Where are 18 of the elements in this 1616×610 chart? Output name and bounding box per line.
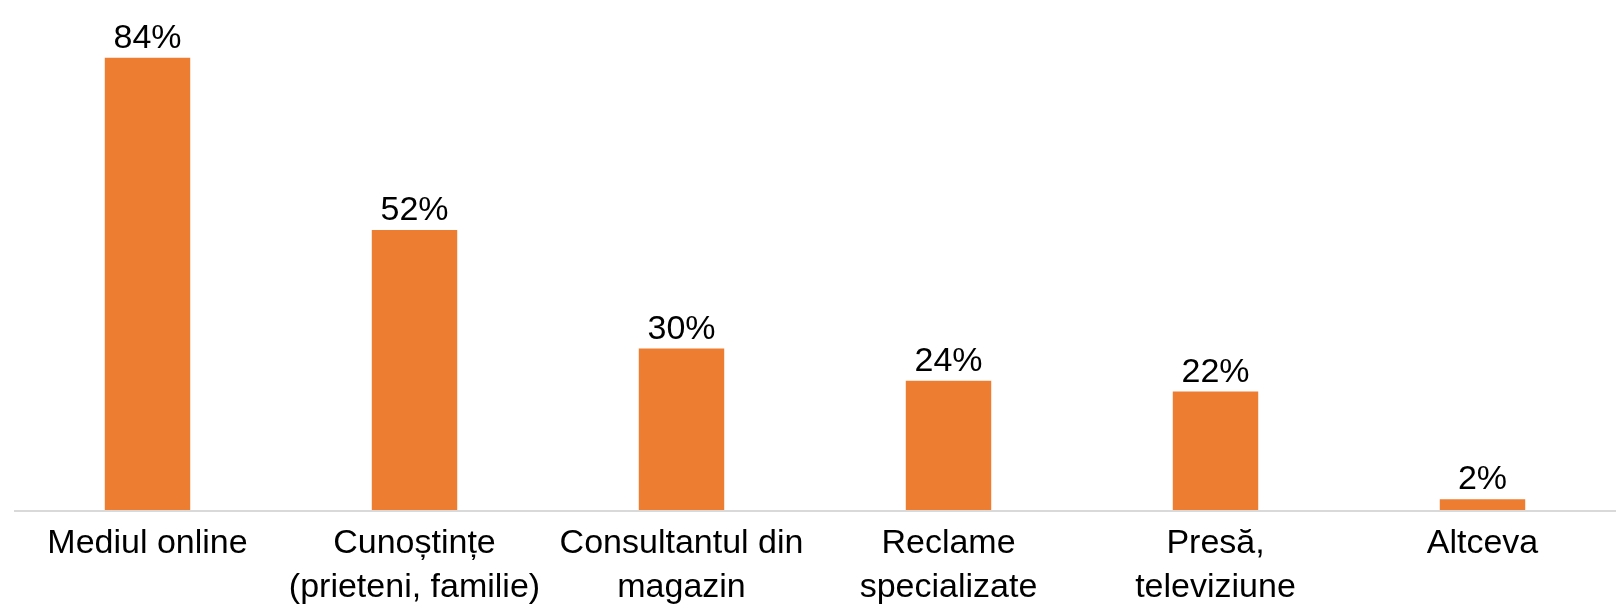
x-tick-label: Presă, televiziune [1135, 521, 1296, 604]
bar [905, 380, 992, 510]
bar [104, 57, 191, 510]
bar [638, 348, 725, 510]
data-label: 52% [380, 189, 449, 228]
data-label: 22% [1181, 350, 1250, 389]
x-tick-label: Cunoștințe (prieteni, familie) [288, 521, 541, 604]
data-label: 24% [914, 339, 983, 378]
x-tick-label: Reclame specializate [859, 521, 1038, 604]
data-label: 30% [647, 307, 716, 346]
bar [1439, 499, 1526, 510]
x-tick-label: Mediul online [47, 521, 248, 560]
data-label: 84% [113, 16, 182, 55]
x-tick-label: Consultantul din magazin [559, 521, 804, 604]
bar [371, 230, 458, 510]
bar [1172, 391, 1259, 510]
x-tick-label: Altceva [1426, 521, 1539, 560]
data-label: 2% [1457, 458, 1508, 497]
